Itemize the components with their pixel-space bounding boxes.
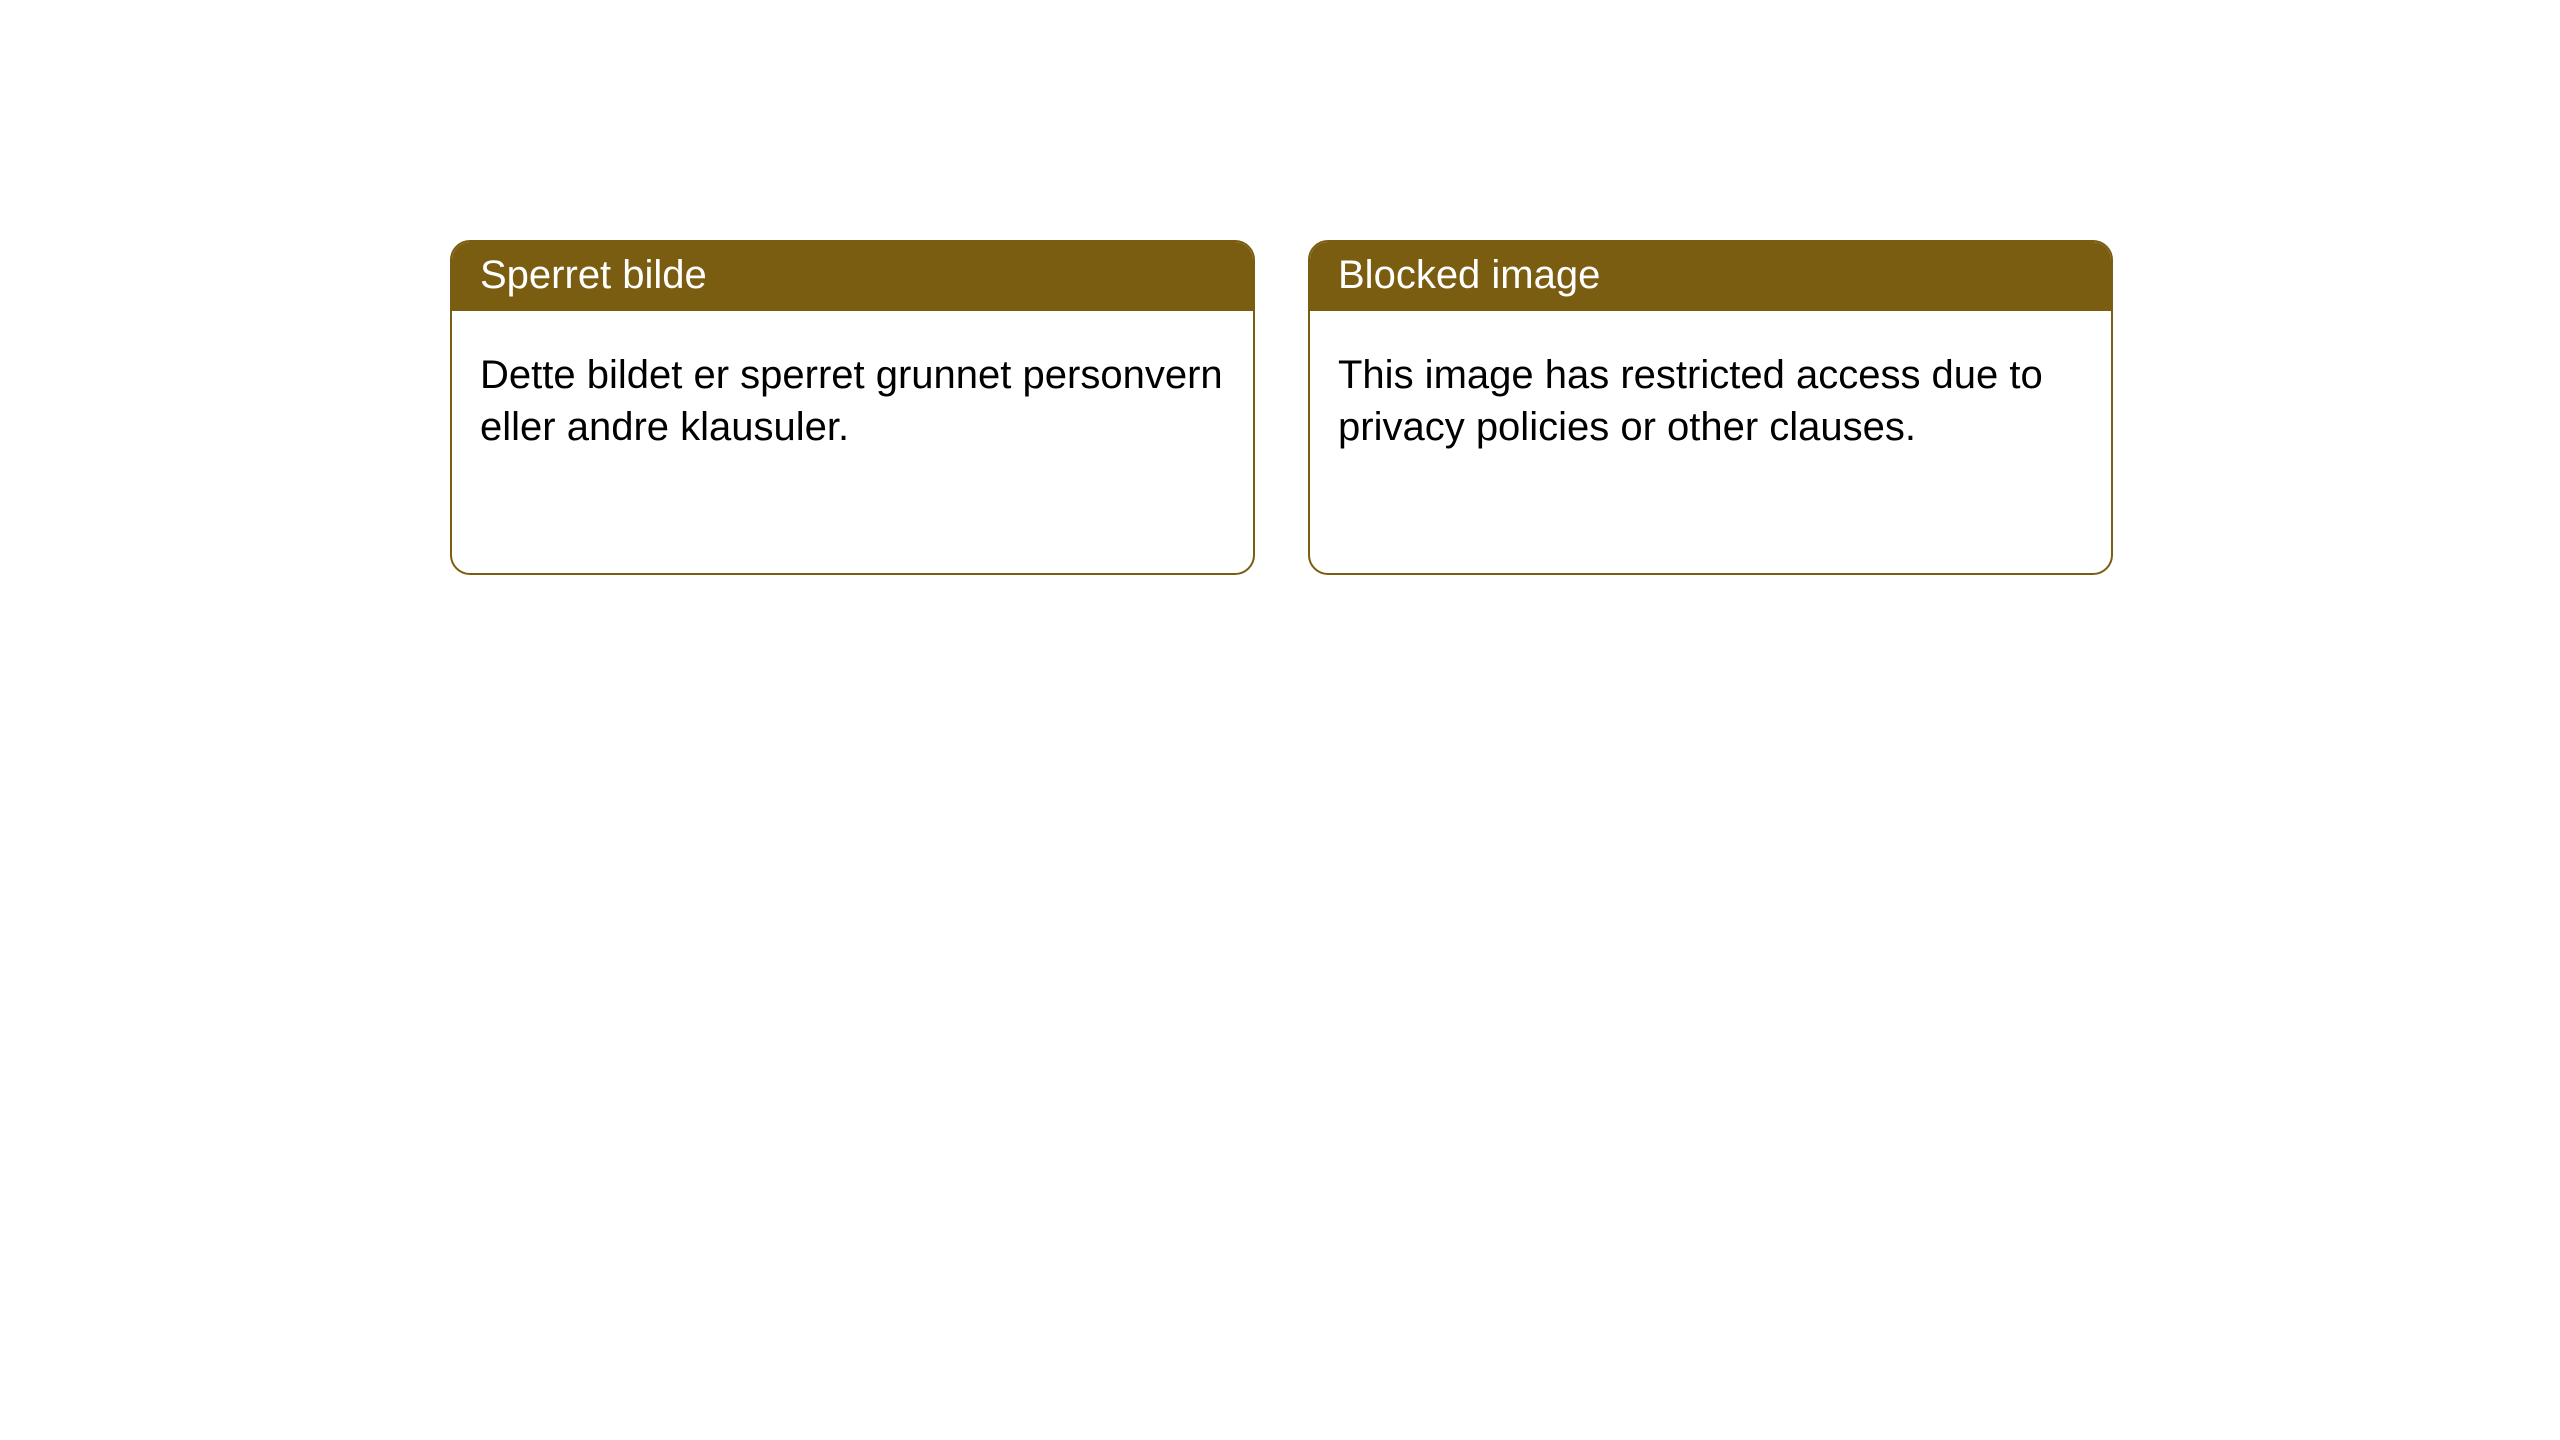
card-title-english: Blocked image [1338, 253, 1600, 297]
card-title-norwegian: Sperret bilde [480, 253, 707, 297]
blocked-image-card-english: Blocked image This image has restricted … [1308, 240, 2113, 575]
card-body-english: This image has restricted access due to … [1310, 311, 2111, 481]
card-message-english: This image has restricted access due to … [1338, 353, 2043, 449]
card-message-norwegian: Dette bildet er sperret grunnet personve… [480, 353, 1223, 449]
blocked-image-card-norwegian: Sperret bilde Dette bildet er sperret gr… [450, 240, 1255, 575]
card-header-english: Blocked image [1310, 242, 2111, 311]
card-header-norwegian: Sperret bilde [452, 242, 1253, 311]
blocked-image-notice-container: Sperret bilde Dette bildet er sperret gr… [450, 240, 2113, 575]
card-body-norwegian: Dette bildet er sperret grunnet personve… [452, 311, 1253, 481]
